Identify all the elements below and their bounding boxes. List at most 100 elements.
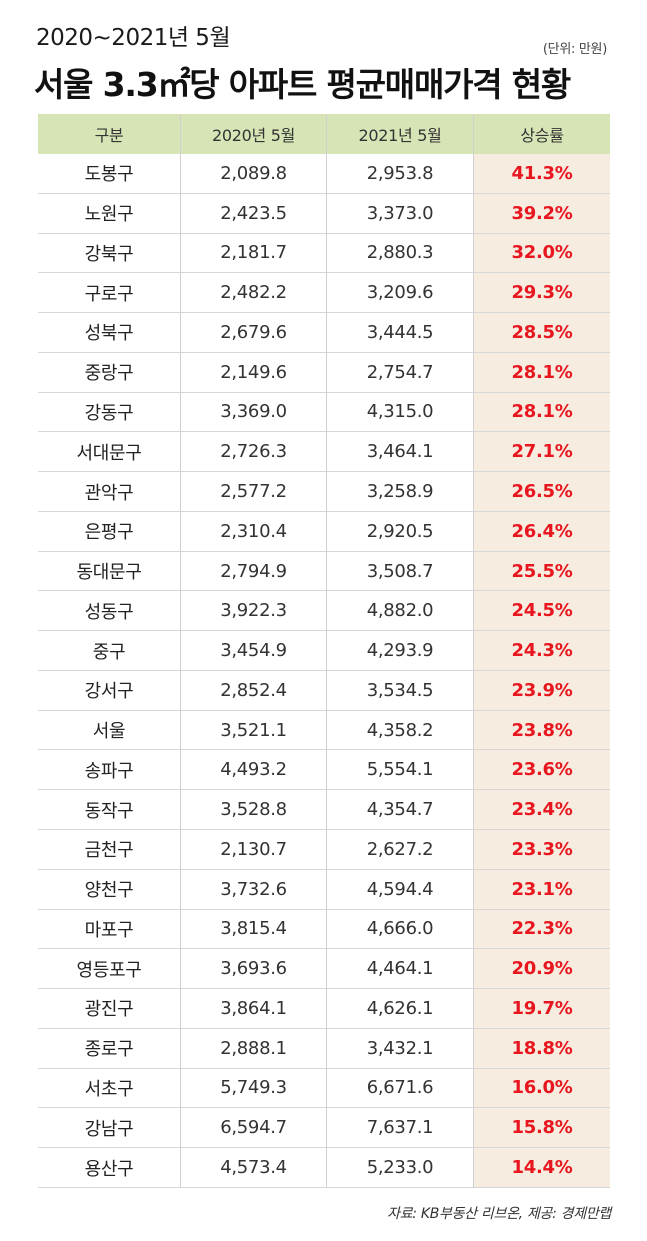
district-cell: 관악구 (84, 482, 134, 504)
price-2021-cell: 2,754.7 (326, 352, 473, 392)
district-cell: 은평구 (84, 522, 134, 544)
price-2021-cell: 3,464.1 (326, 432, 473, 472)
rate-cell: 23.4% (473, 790, 610, 830)
district-cell: 송파구 (84, 760, 134, 782)
price-2021-cell: 3,373.0 (326, 193, 473, 233)
district-cell: 서울 (92, 721, 126, 743)
table-row: 송파구 4,493.2 5,554.1 23.6% (38, 750, 610, 791)
rate-cell: 23.8% (473, 710, 610, 750)
price-2021-cell: 2,627.2 (326, 830, 473, 869)
table-row: 강서구 2,852.4 3,534.5 23.9% (38, 670, 610, 711)
price-2020-cell: 2,130.7 (180, 830, 326, 869)
table-row: 은평구 2,310.4 2,920.5 26.4% (38, 511, 610, 552)
table-header: 구분 2020년 5월 2021년 5월 상승률 (38, 114, 610, 154)
price-2021-cell: 5,554.1 (326, 750, 473, 790)
price-2020-cell: 2,149.6 (180, 352, 326, 392)
rate-cell: 29.3% (473, 273, 610, 313)
rate-cell: 32.0% (473, 233, 610, 273)
district-cell: 구로구 (84, 283, 134, 305)
table-row: 성북구 2,679.6 3,444.5 28.5% (38, 313, 610, 353)
table-row: 동대문구 2,794.9 3,508.7 25.5% (38, 551, 610, 592)
table-row: 양천구 3,732.6 4,594.4 23.1% (38, 869, 610, 910)
price-2020-cell: 3,922.3 (180, 591, 326, 631)
price-2021-cell: 3,444.5 (326, 313, 473, 352)
price-2020-cell: 2,181.7 (180, 233, 326, 273)
price-2020-cell: 3,454.9 (180, 631, 326, 670)
price-2020-cell: 3,521.1 (180, 710, 326, 750)
district-cell: 광진구 (84, 999, 134, 1021)
rate-cell: 23.6% (473, 750, 610, 790)
column-header-rate: 상승률 (473, 114, 610, 154)
table-row: 구로구 2,482.2 3,209.6 29.3% (38, 273, 610, 314)
price-2020-cell: 3,369.0 (180, 392, 326, 432)
district-cell: 중랑구 (84, 363, 134, 385)
price-2020-cell: 2,852.4 (180, 670, 326, 710)
price-2021-cell: 4,358.2 (326, 710, 473, 750)
table-body: 도봉구 2,089.8 2,953.8 41.3% 노원구 2,423.5 3,373.0 3… (38, 154, 610, 1188)
price-2021-cell: 4,315.0 (326, 392, 473, 432)
rate-cell: 23.1% (473, 869, 610, 909)
price-2021-cell: 3,258.9 (326, 472, 473, 511)
price-2021-cell: 3,209.6 (326, 273, 473, 313)
rate-cell: 28.1% (473, 392, 610, 432)
table-row: 용산구 4,573.4 5,233.0 14.4% (38, 1148, 610, 1188)
rate-cell: 26.4% (473, 511, 610, 551)
price-2021-cell: 4,882.0 (326, 591, 473, 631)
table-row: 강남구 6,594.7 7,637.1 15.8% (38, 1108, 610, 1149)
district-cell: 중구 (92, 641, 126, 663)
table-row: 마포구 3,815.4 4,666.0 22.3% (38, 909, 610, 950)
district-cell: 종로구 (84, 1039, 134, 1061)
table-row: 강북구 2,181.7 2,880.3 32.0% (38, 233, 610, 274)
price-2021-cell: 4,666.0 (326, 909, 473, 949)
rate-cell: 22.3% (473, 909, 610, 949)
district-cell: 용산구 (84, 1158, 134, 1180)
table-row: 성동구 3,922.3 4,882.0 24.5% (38, 591, 610, 632)
table-row: 영등포구 3,693.6 4,464.1 20.9% (38, 949, 610, 990)
chart-title: 서울 3.3㎡당 아파트 평균매매가격 현황 (34, 65, 571, 104)
district-cell: 도봉구 (84, 164, 134, 186)
rate-cell: 26.5% (473, 472, 610, 511)
price-2021-cell: 3,508.7 (326, 551, 473, 591)
column-header-2021: 2021년 5월 (326, 114, 473, 154)
column-header-district: 구분 (94, 126, 124, 145)
district-cell: 동대문구 (76, 562, 142, 584)
price-2020-cell: 2,089.8 (180, 154, 326, 193)
table-row: 종로구 2,888.1 3,432.1 18.8% (38, 1028, 610, 1069)
source-note: 자료: KB부동산 리브온, 제공: 경제만랩 (387, 1206, 611, 1222)
district-cell: 강동구 (84, 402, 134, 424)
district-cell: 마포구 (84, 919, 134, 941)
price-2020-cell: 3,732.6 (180, 869, 326, 909)
price-2020-cell: 2,423.5 (180, 193, 326, 233)
period-subtitle: 2020~2021년 5월 (36, 25, 231, 51)
price-2021-cell: 4,626.1 (326, 989, 473, 1028)
table-row: 중랑구 2,149.6 2,754.7 28.1% (38, 352, 610, 393)
table-row: 서초구 5,749.3 6,671.6 16.0% (38, 1068, 610, 1109)
price-2020-cell: 6,594.7 (180, 1108, 326, 1148)
price-2021-cell: 5,233.0 (326, 1148, 473, 1187)
price-2021-cell: 3,432.1 (326, 1028, 473, 1068)
rate-cell: 28.1% (473, 352, 610, 392)
price-2020-cell: 2,482.2 (180, 273, 326, 313)
district-cell: 강남구 (84, 1118, 134, 1140)
district-cell: 강서구 (84, 681, 134, 703)
table-row: 서대문구 2,726.3 3,464.1 27.1% (38, 432, 610, 473)
rate-cell: 24.3% (473, 631, 610, 670)
table-row: 동작구 3,528.8 4,354.7 23.4% (38, 790, 610, 831)
rate-cell: 27.1% (473, 432, 610, 472)
table-row: 광진구 3,864.1 4,626.1 19.7% (38, 989, 610, 1029)
rate-cell: 14.4% (473, 1148, 610, 1187)
header: 2020~2021년 5월 (단위: 만원) 서울 3.3㎡당 아파트 평균매매… (0, 0, 647, 112)
price-2021-cell: 7,637.1 (326, 1108, 473, 1148)
table-row: 강동구 3,369.0 4,315.0 28.1% (38, 392, 610, 433)
rate-cell: 23.9% (473, 670, 610, 710)
price-2021-cell: 4,354.7 (326, 790, 473, 830)
rate-cell: 24.5% (473, 591, 610, 631)
district-cell: 강북구 (84, 243, 134, 265)
price-2021-cell: 4,594.4 (326, 869, 473, 909)
district-cell: 동작구 (84, 800, 134, 822)
price-2020-cell: 3,815.4 (180, 909, 326, 949)
price-2020-cell: 3,864.1 (180, 989, 326, 1028)
district-cell: 서대문구 (76, 442, 142, 464)
rate-cell: 16.0% (473, 1068, 610, 1108)
price-2021-cell: 6,671.6 (326, 1068, 473, 1108)
